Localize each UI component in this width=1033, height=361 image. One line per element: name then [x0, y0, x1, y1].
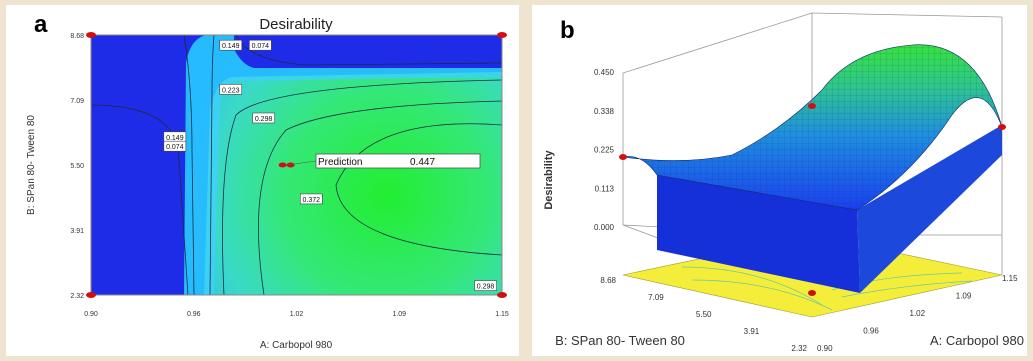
svg-text:0.298: 0.298 [477, 284, 495, 291]
x-tick-labels: 0.90 0.96 1.02 1.09 1.15 [84, 311, 509, 318]
contour-label: 0.074 [249, 40, 271, 50]
design-point [86, 32, 96, 38]
b-y-tick-label: 2.32 [791, 344, 807, 353]
panel-b: b [532, 5, 1027, 356]
b-x-tick-label: 0.90 [817, 344, 833, 353]
chart-a-ylabel: B: SPan 80- Tween 80 [26, 115, 37, 215]
svg-text:0.298: 0.298 [255, 116, 273, 123]
design-point [86, 292, 96, 298]
z-tick-label: 0.450 [594, 68, 615, 77]
contour-label: 0.372 [300, 194, 322, 204]
prediction-flag[interactable]: Prediction 0.447 [316, 154, 480, 168]
contour-label: 0.149 [164, 132, 186, 142]
z-tick-label: 0.225 [594, 146, 615, 155]
chart-a-title: Desirability [259, 16, 333, 33]
x-tick-label: 1.09 [392, 311, 406, 318]
x-tick-label: 0.90 [84, 311, 98, 318]
svg-text:0.074: 0.074 [166, 144, 184, 151]
x-tick-label: 1.15 [495, 311, 509, 318]
contour-label: 0.298 [253, 113, 275, 123]
surface-chart: 0.000 0.113 0.225 0.338 0.450 8.68 7.09 5.50 3.… [532, 5, 1027, 356]
b-x-tick-label: 1.09 [956, 292, 972, 301]
b-y-tick-label: 7.09 [648, 293, 664, 302]
prediction-marker [279, 163, 287, 168]
contour-label: 0.149 [220, 40, 242, 50]
prediction-value: 0.447 [410, 157, 435, 168]
z-tick-labels: 0.000 0.113 0.225 0.338 0.450 [594, 68, 615, 232]
b-x-tick-label: 1.15 [1002, 274, 1018, 283]
contour-label: 0.074 [164, 141, 186, 151]
contour-label: 0.223 [220, 84, 242, 94]
panel-letter-a: a [34, 11, 47, 39]
b-y-tick-label: 5.50 [696, 310, 712, 319]
contour-label: 0.298 [475, 281, 497, 291]
x-tick-label: 1.02 [290, 311, 304, 318]
b-x-tick-label: 0.96 [863, 327, 879, 336]
surface-point [808, 103, 816, 109]
svg-text:0.372: 0.372 [303, 197, 321, 204]
surface-point [619, 154, 627, 160]
b-x-tick-label: 1.02 [910, 309, 926, 318]
y-tick-label: 3.91 [70, 228, 84, 235]
svg-text:0.074: 0.074 [252, 43, 270, 50]
y-tick-label: 2.32 [70, 293, 84, 300]
surface-point [808, 290, 816, 296]
b-y-tick-label: 3.91 [744, 327, 760, 336]
chart-b-ylabel: B: SPan 80- Tween 80 [555, 333, 685, 348]
x-tick-label: 0.96 [187, 311, 201, 318]
design-point [497, 32, 507, 38]
z-tick-label: 0.338 [594, 107, 615, 116]
design-point [497, 292, 507, 298]
svg-text:0.149: 0.149 [222, 43, 240, 50]
y-tick-label: 8.68 [70, 33, 84, 40]
chart-a-xlabel: A: Carbopol 980 [260, 340, 333, 351]
svg-text:0.149: 0.149 [166, 135, 184, 142]
panel-letter-b: b [560, 17, 575, 45]
svg-text:0.223: 0.223 [222, 87, 240, 94]
chart-b-xlabel: A: Carbopol 980 [930, 333, 1024, 348]
b-y-tick-label: 8.68 [600, 276, 616, 285]
z-tick-label: 0.113 [595, 184, 615, 193]
z-tick-label: 0.000 [594, 223, 615, 232]
prediction-label: Prediction [318, 157, 362, 168]
surface-point [998, 124, 1006, 130]
y-tick-label: 5.50 [70, 163, 84, 170]
panel-a: a Desirability [6, 5, 519, 356]
chart-b-zlabel: Desirability [543, 149, 555, 209]
y-tick-labels: 2.32 3.91 5.50 7.09 8.68 [70, 33, 84, 300]
contour-chart: Desirability 0.149 0.074 0.223 0.298 0.149 0.… [6, 5, 519, 356]
y-tick-label: 7.09 [70, 98, 84, 105]
